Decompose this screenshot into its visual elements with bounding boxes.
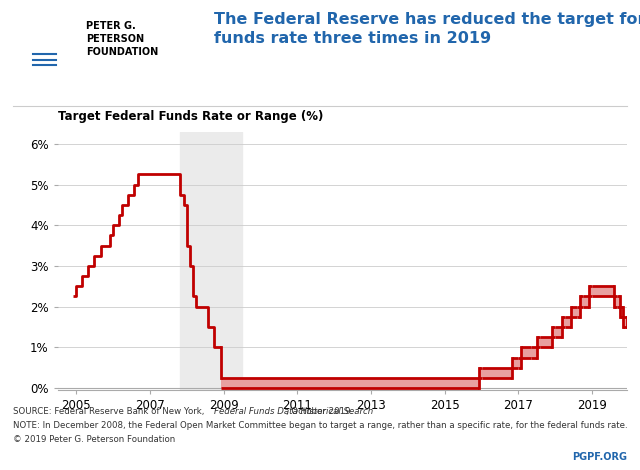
Polygon shape (26, 48, 64, 71)
Text: The Federal Reserve has reduced the target for the federal
funds rate three time: The Federal Reserve has reduced the targ… (214, 12, 640, 46)
Text: PETER G.
PETERSON
FOUNDATION: PETER G. PETERSON FOUNDATION (86, 21, 159, 57)
Text: NOTE: In December 2008, the Federal Open Market Committee began to target a rang: NOTE: In December 2008, the Federal Open… (13, 421, 627, 430)
Bar (180, 132, 242, 390)
Text: , October 2019.: , October 2019. (286, 407, 353, 415)
FancyBboxPatch shape (22, 71, 67, 79)
Text: PGPF.ORG: PGPF.ORG (572, 452, 627, 462)
Text: Target Federal Funds Rate or Range (%): Target Federal Funds Rate or Range (%) (58, 110, 323, 124)
Text: Federal Funds Data Historical Search: Federal Funds Data Historical Search (214, 407, 374, 415)
Text: SOURCE: Federal Reserve Bank of New York,: SOURCE: Federal Reserve Bank of New York… (13, 407, 207, 415)
Text: © 2019 Peter G. Peterson Foundation: © 2019 Peter G. Peterson Foundation (13, 435, 175, 444)
